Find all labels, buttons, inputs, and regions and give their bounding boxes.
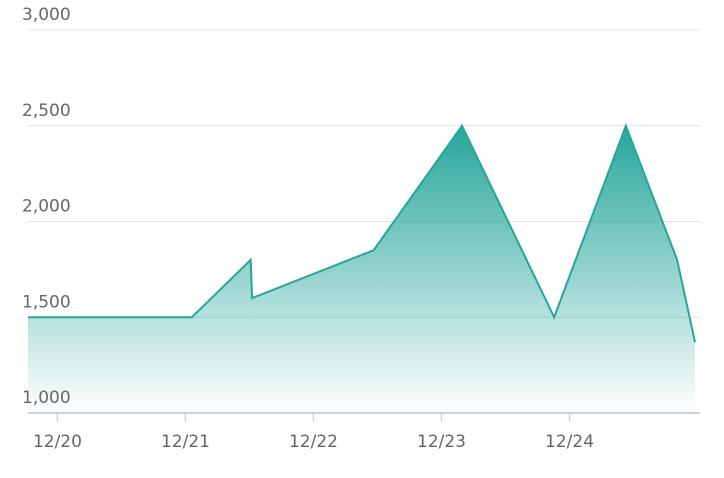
y-tick-label: 1,500 bbox=[22, 292, 71, 312]
y-tick-label: 3,000 bbox=[22, 5, 71, 25]
y-tick-label: 2,000 bbox=[22, 197, 71, 217]
y-tick-label: 2,500 bbox=[22, 101, 71, 121]
x-tick-label: 12/23 bbox=[417, 432, 466, 452]
line bbox=[28, 122, 696, 343]
x-tick-label: 12/22 bbox=[289, 432, 338, 452]
area bbox=[28, 125, 695, 413]
x-tick-label: 12/24 bbox=[545, 432, 594, 452]
x-tick-label: 12/21 bbox=[161, 432, 210, 452]
x-tick-label: 12/20 bbox=[33, 432, 82, 452]
